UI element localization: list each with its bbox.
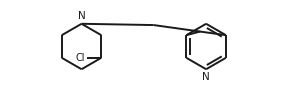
Text: N: N	[202, 72, 210, 82]
Text: Cl: Cl	[76, 53, 85, 63]
Text: N: N	[78, 11, 86, 21]
